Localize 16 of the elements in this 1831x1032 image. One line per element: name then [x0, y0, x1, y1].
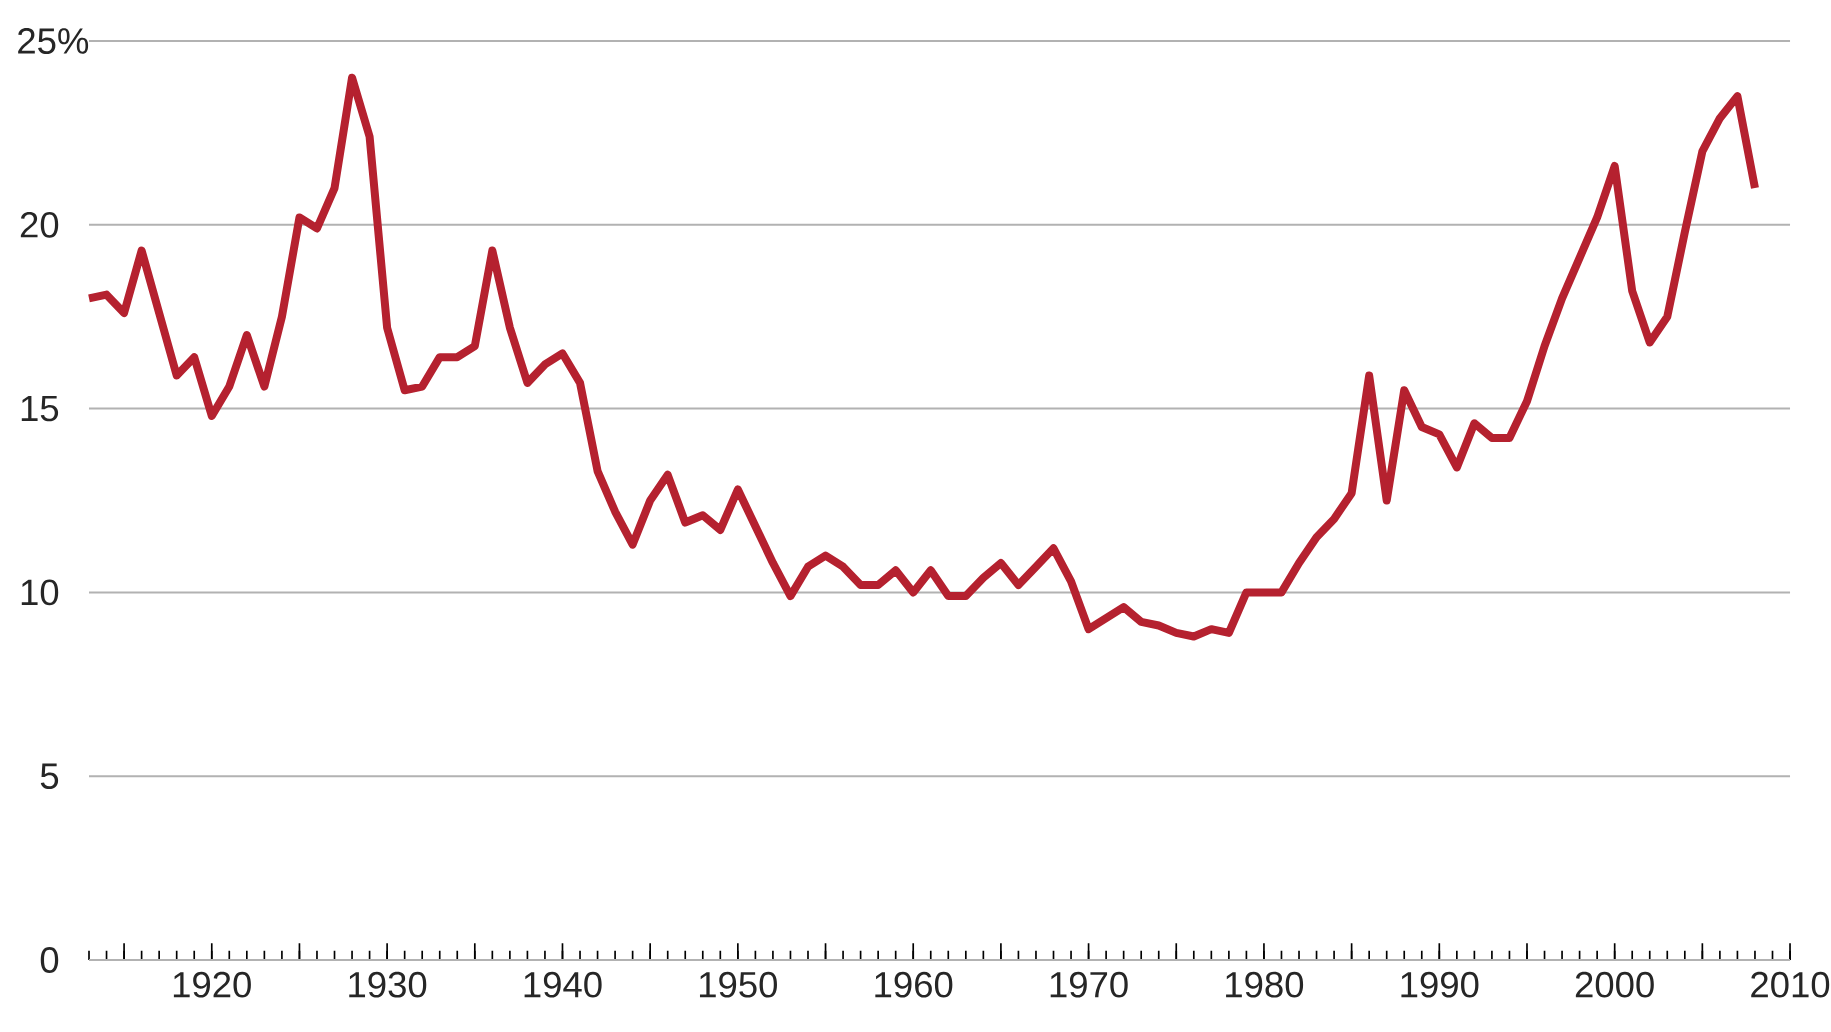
x-tick-label: 2000: [1575, 971, 1654, 998]
x-tick-label: 1980: [1226, 971, 1304, 998]
y-tick-label: 25%: [18, 28, 89, 54]
y-tick-label: 15: [21, 395, 59, 422]
x-tick-label: 1970: [1050, 971, 1128, 998]
x-tick-label: 1960: [875, 971, 953, 998]
y-tick-label: 5: [40, 763, 59, 789]
y-tick-label: 0: [40, 947, 59, 973]
y-tick-label: 10: [21, 579, 59, 606]
x-tick-label: 1920: [173, 971, 251, 998]
x-tick-label: 2010: [1751, 971, 1830, 998]
y-tick-label: 20: [20, 211, 59, 238]
x-tick-label: 1930: [349, 971, 427, 998]
x-tick-label: 1990: [1401, 971, 1479, 998]
x-tick-label: 1940: [524, 971, 602, 998]
x-tick-label: 1950: [699, 971, 777, 998]
